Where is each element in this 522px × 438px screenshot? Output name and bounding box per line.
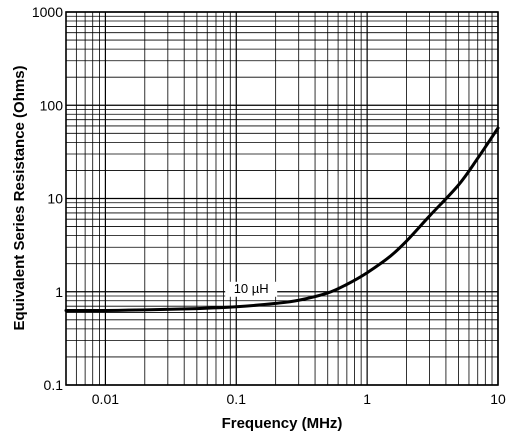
annotation-background [225, 281, 278, 297]
x-tick-label: 0.01 [92, 391, 119, 407]
x-axis-label: Frequency (MHz) [222, 415, 343, 432]
y-tick-label: 1 [55, 284, 63, 300]
x-tick-label: 10 [490, 391, 506, 407]
y-tick-label: 100 [40, 97, 64, 113]
series-layer: 10 µH [64, 126, 500, 313]
grid [65, 11, 499, 386]
y-tick-label: 0.1 [44, 377, 64, 393]
x-tick-label: 1 [363, 391, 371, 407]
y-axis-label: Equivalent Series Resistance (Ohms) [11, 65, 28, 330]
plot-frame [65, 11, 499, 386]
x-tick-labels: 0.01 0.1 1 10 [92, 391, 506, 407]
y-tick-label: 1000 [32, 4, 63, 20]
y-tick-labels: 0.1 1 10 100 1000 [32, 4, 63, 393]
series-line [64, 126, 500, 313]
x-tick-label: 0.1 [227, 391, 247, 407]
y-tick-label: 10 [47, 191, 63, 207]
curve-annotation: 10 µH [234, 281, 269, 296]
